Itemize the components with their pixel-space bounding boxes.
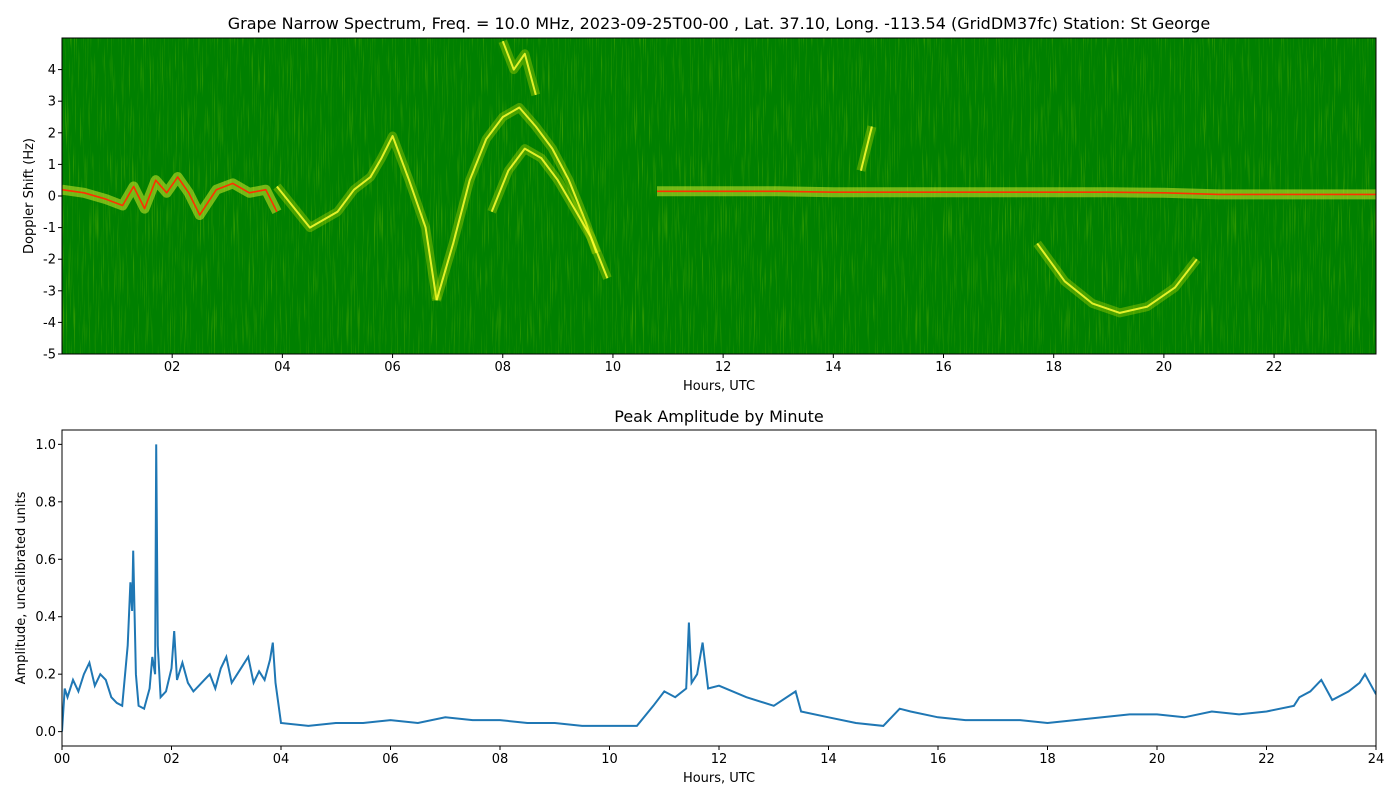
amplitude-y-tick-label: 0.0 bbox=[35, 725, 56, 740]
spectrum-features bbox=[62, 39, 1376, 318]
doppler-feature-trace bbox=[276, 135, 438, 301]
amplitude-x-ticks: 00 02 04 06 08 10 12 14 16 18 20 22 24 bbox=[54, 746, 1385, 767]
spectrum-x-label: Hours, UTC bbox=[683, 379, 755, 394]
spectrum-x-tick-label: 10 bbox=[605, 360, 622, 375]
spectrum-y-tick-label: 0 bbox=[48, 190, 56, 205]
spectrum-y-tick-label: -4 bbox=[43, 316, 56, 331]
spectrum-x-tick-label: 12 bbox=[715, 360, 732, 375]
amplitude-y-tick-label: 0.8 bbox=[35, 495, 56, 510]
amplitude-x-tick-label: 06 bbox=[382, 752, 399, 767]
spectrum-x-tick-label: 04 bbox=[274, 360, 291, 375]
spectrum-y-tick-label: -2 bbox=[43, 253, 56, 268]
doppler-feature-trace bbox=[490, 147, 609, 279]
spectrum-x-tick-label: 14 bbox=[825, 360, 842, 375]
amplitude-x-tick-label: 08 bbox=[492, 752, 509, 767]
amplitude-title: Peak Amplitude by Minute bbox=[614, 407, 824, 426]
carrier-peak-trace bbox=[657, 190, 1376, 196]
spectrum-y-ticks: -5 -4 -3 -2 -1 0 1 2 3 4 bbox=[43, 63, 62, 363]
amplitude-y-tick-label: 0.2 bbox=[35, 668, 56, 683]
amplitude-x-tick-label: 20 bbox=[1149, 752, 1166, 767]
spectrum-x-tick-label: 02 bbox=[164, 360, 181, 375]
spectrum-noise bbox=[62, 38, 1376, 354]
doppler-feature-trace bbox=[859, 126, 873, 171]
amplitude-x-tick-label: 10 bbox=[601, 752, 618, 767]
spectrum-title: Grape Narrow Spectrum, Freq. = 10.0 MHz,… bbox=[228, 14, 1211, 33]
amplitude-x-tick-label: 04 bbox=[273, 752, 290, 767]
spectrum-y-tick-label: -3 bbox=[43, 284, 56, 299]
spectrum-x-tick-label: 06 bbox=[384, 360, 401, 375]
spectrum-y-tick-label: 3 bbox=[48, 95, 56, 110]
amplitude-x-tick-label: 22 bbox=[1258, 752, 1275, 767]
amplitude-y-tick-label: 0.6 bbox=[35, 553, 56, 568]
amplitude-x-tick-label: 18 bbox=[1039, 752, 1056, 767]
amplitude-x-tick-label: 02 bbox=[163, 752, 180, 767]
doppler-feature-trace bbox=[435, 106, 598, 301]
spectrum-x-tick-label: 18 bbox=[1045, 360, 1062, 375]
amplitude-x-tick-label: 00 bbox=[54, 752, 71, 767]
amplitude-x-label: Hours, UTC bbox=[683, 771, 755, 786]
spectrum-x-tick-label: 22 bbox=[1266, 360, 1283, 375]
amplitude-y-tick-label: 0.4 bbox=[35, 610, 56, 625]
amplitude-y-label: Amplitude, uncalibrated units bbox=[14, 491, 29, 684]
spectrum-x-tick-label: 20 bbox=[1156, 360, 1173, 375]
spectrum-x-tick-label: 08 bbox=[494, 360, 511, 375]
amplitude-x-tick-label: 12 bbox=[711, 752, 728, 767]
spectrum-y-tick-label: -1 bbox=[43, 221, 56, 236]
doppler-feature-trace bbox=[501, 40, 537, 96]
spectrum-y-tick-label: 1 bbox=[48, 158, 56, 173]
amplitude-series-line bbox=[62, 444, 1376, 732]
amplitude-x-tick-label: 16 bbox=[930, 752, 947, 767]
spectrum-y-tick-label: -5 bbox=[43, 348, 56, 363]
carrier-peak-trace bbox=[62, 176, 278, 216]
doppler-feature-trace bbox=[1036, 242, 1198, 314]
amplitude-x-tick-label: 14 bbox=[820, 752, 837, 767]
amplitude-y-ticks: 0.0 0.2 0.4 0.6 0.8 1.0 bbox=[35, 438, 62, 740]
spectrum-y-tick-label: 4 bbox=[48, 63, 56, 78]
amplitude-y-tick-label: 1.0 bbox=[35, 438, 56, 453]
amplitude-background bbox=[62, 430, 1376, 746]
spectrum-y-label: Doppler Shift (Hz) bbox=[22, 138, 37, 254]
amplitude-x-tick-label: 24 bbox=[1368, 752, 1385, 767]
spectrum-x-tick-label: 16 bbox=[935, 360, 952, 375]
spectrum-x-ticks: 02 04 06 08 10 12 14 16 18 20 22 bbox=[164, 354, 1282, 375]
spectrum-panel: Grape Narrow Spectrum, Freq. = 10.0 MHz,… bbox=[22, 14, 1377, 394]
amplitude-panel: Peak Amplitude by Minute 00 02 04 06 08 10 12 1… bbox=[14, 407, 1384, 786]
spectrum-y-tick-label: 2 bbox=[48, 126, 56, 141]
